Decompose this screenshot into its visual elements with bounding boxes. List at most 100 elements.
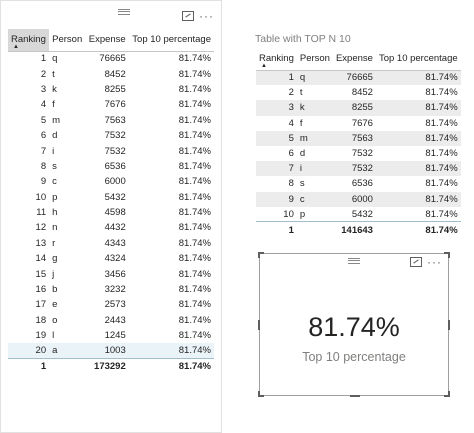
resize-handle-right[interactable] bbox=[448, 320, 450, 330]
cell-expense: 5432 bbox=[85, 189, 129, 205]
table-row[interactable]: 1 q 76665 81.74% bbox=[8, 51, 214, 67]
table-row[interactable]: 17 e 2573 81.74% bbox=[8, 297, 214, 313]
cell-expense: 7532 bbox=[332, 161, 376, 177]
table-row[interactable]: 16 b 3232 81.74% bbox=[8, 281, 214, 298]
cell-ranking: 4 bbox=[256, 115, 297, 131]
table-row[interactable]: 11 h 4598 81.74% bbox=[8, 204, 214, 221]
column-header-label: Ranking bbox=[259, 53, 294, 65]
drag-handle-icon[interactable] bbox=[348, 258, 360, 264]
column-header-top10-percentage[interactable]: Top 10 percentage bbox=[128, 29, 214, 52]
table-row[interactable]: 4 f 7676 81.74% bbox=[8, 97, 214, 113]
cell-person: n bbox=[49, 220, 86, 236]
cell-top10-percentage: 81.74% bbox=[128, 127, 214, 144]
table-row[interactable]: 6 d 7532 81.74% bbox=[8, 127, 214, 144]
cell-person: p bbox=[296, 206, 333, 223]
cell-top10-percentage: 81.74% bbox=[128, 189, 214, 205]
cell-expense: 7563 bbox=[85, 112, 129, 128]
total-ranking: 1 bbox=[256, 221, 297, 239]
table-row[interactable]: 7 i 7532 81.74% bbox=[256, 161, 461, 177]
table-row[interactable]: 15 j 3456 81.74% bbox=[8, 266, 214, 282]
column-header-top10-percentage[interactable]: Top 10 percentage bbox=[375, 48, 461, 71]
table-row[interactable]: 5 m 7563 81.74% bbox=[8, 112, 214, 128]
column-header-expense[interactable]: Expense bbox=[85, 29, 129, 52]
focus-mode-icon[interactable] bbox=[182, 11, 194, 21]
cell-person: m bbox=[296, 130, 333, 146]
cell-ranking: 6 bbox=[8, 127, 50, 144]
cell-person: s bbox=[49, 158, 86, 175]
cell-expense: 4324 bbox=[85, 251, 129, 267]
sort-ascending-icon: ▲ bbox=[13, 43, 19, 50]
column-header-ranking[interactable]: Ranking ▲ bbox=[256, 48, 297, 71]
total-top10-percentage: 81.74% bbox=[375, 221, 461, 239]
column-header-person[interactable]: Person bbox=[296, 48, 333, 71]
cell-expense: 76665 bbox=[332, 70, 376, 86]
cell-expense: 7676 bbox=[332, 115, 376, 131]
table-row[interactable]: 1 q 76665 81.74% bbox=[256, 70, 461, 86]
cell-expense: 8255 bbox=[332, 100, 376, 116]
resize-handle-left[interactable] bbox=[258, 320, 260, 330]
cell-top10-percentage: 81.74% bbox=[128, 112, 214, 128]
top10-table[interactable]: Ranking ▲ Person Expense Top 10 percenta… bbox=[256, 48, 461, 239]
table-row[interactable]: 13 r 4343 81.74% bbox=[8, 235, 214, 252]
cell-top10-percentage: 81.74% bbox=[128, 81, 214, 98]
table-row[interactable]: 4 f 7676 81.74% bbox=[256, 115, 461, 131]
cell-person: j bbox=[49, 266, 86, 282]
card-label: Top 10 percentage bbox=[302, 350, 406, 364]
cell-ranking: 13 bbox=[8, 235, 50, 252]
table-row[interactable]: 2 t 8452 81.74% bbox=[8, 66, 214, 82]
cell-ranking: 3 bbox=[256, 100, 297, 116]
total-top10-percentage: 81.74% bbox=[128, 358, 214, 375]
total-person bbox=[296, 221, 333, 239]
table-row[interactable]: 3 k 8255 81.74% bbox=[8, 81, 214, 98]
column-header-expense[interactable]: Expense bbox=[332, 48, 376, 71]
full-table: Ranking ▲ Person Expense Top 10 percenta… bbox=[8, 29, 214, 375]
resize-handle-bottom[interactable] bbox=[350, 395, 360, 397]
table-row[interactable]: 3 k 8255 81.74% bbox=[256, 100, 461, 116]
table-row[interactable]: 7 i 7532 81.74% bbox=[8, 143, 214, 159]
resize-handle-bottom-right[interactable] bbox=[444, 391, 450, 397]
resize-handle-top-left[interactable] bbox=[258, 252, 264, 258]
table-row[interactable]: 14 g 4324 81.74% bbox=[8, 251, 214, 267]
resize-handle-bottom-left[interactable] bbox=[258, 391, 264, 397]
table-row[interactable]: 8 s 6536 81.74% bbox=[8, 158, 214, 175]
more-options-icon[interactable]: ··· bbox=[427, 255, 442, 269]
cell-expense: 4343 bbox=[85, 235, 129, 252]
cell-top10-percentage: 81.74% bbox=[375, 70, 461, 86]
cell-top10-percentage: 81.74% bbox=[128, 97, 214, 113]
table-row[interactable]: 19 l 1245 81.74% bbox=[8, 328, 214, 344]
table-row[interactable]: 2 t 8452 81.74% bbox=[256, 85, 461, 101]
table-row[interactable]: 12 n 4432 81.74% bbox=[8, 220, 214, 236]
cell-top10-percentage: 81.74% bbox=[375, 206, 461, 223]
resize-handle-top-right[interactable] bbox=[444, 252, 450, 258]
table-row[interactable]: 9 c 6000 81.74% bbox=[8, 174, 214, 190]
table-row[interactable]: 10 p 5432 81.74% bbox=[8, 189, 214, 205]
total-row: 1 173292 81.74% bbox=[8, 358, 214, 375]
cell-expense: 1245 bbox=[85, 328, 129, 344]
table-row[interactable]: 8 s 6536 81.74% bbox=[256, 176, 461, 192]
cell-person: l bbox=[49, 328, 86, 344]
column-header-ranking[interactable]: Ranking ▲ bbox=[8, 29, 50, 52]
table-row[interactable]: 9 c 6000 81.74% bbox=[256, 191, 461, 207]
cell-person: c bbox=[296, 191, 333, 207]
table-row[interactable]: 10 p 5432 81.74% bbox=[256, 206, 461, 223]
cell-top10-percentage: 81.74% bbox=[128, 220, 214, 236]
more-options-icon[interactable]: ··· bbox=[199, 9, 214, 23]
full-table-visual[interactable]: ··· Ranking ▲ Person Expense Top 10 perc… bbox=[0, 0, 222, 433]
drag-handle-icon[interactable] bbox=[118, 9, 130, 15]
cell-expense: 7563 bbox=[332, 130, 376, 146]
table-row[interactable]: 5 m 7563 81.74% bbox=[256, 130, 461, 146]
focus-mode-icon[interactable] bbox=[410, 257, 422, 267]
cell-top10-percentage: 81.74% bbox=[128, 204, 214, 221]
cell-person: g bbox=[49, 251, 86, 267]
cell-ranking: 16 bbox=[8, 281, 50, 298]
table-row[interactable]: 18 o 2443 81.74% bbox=[8, 312, 214, 329]
cell-expense: 8255 bbox=[85, 81, 129, 98]
cell-top10-percentage: 81.74% bbox=[375, 100, 461, 116]
cell-ranking: 7 bbox=[256, 161, 297, 177]
column-header-person[interactable]: Person bbox=[49, 29, 86, 52]
cell-ranking: 4 bbox=[8, 97, 50, 113]
cell-person: c bbox=[49, 174, 86, 190]
table-row[interactable]: 6 d 7532 81.74% bbox=[256, 145, 461, 162]
table-row[interactable]: 20 a 1003 81.74% bbox=[8, 343, 214, 360]
kpi-card-visual[interactable]: ··· 81.74% Top 10 percentage bbox=[258, 252, 450, 397]
